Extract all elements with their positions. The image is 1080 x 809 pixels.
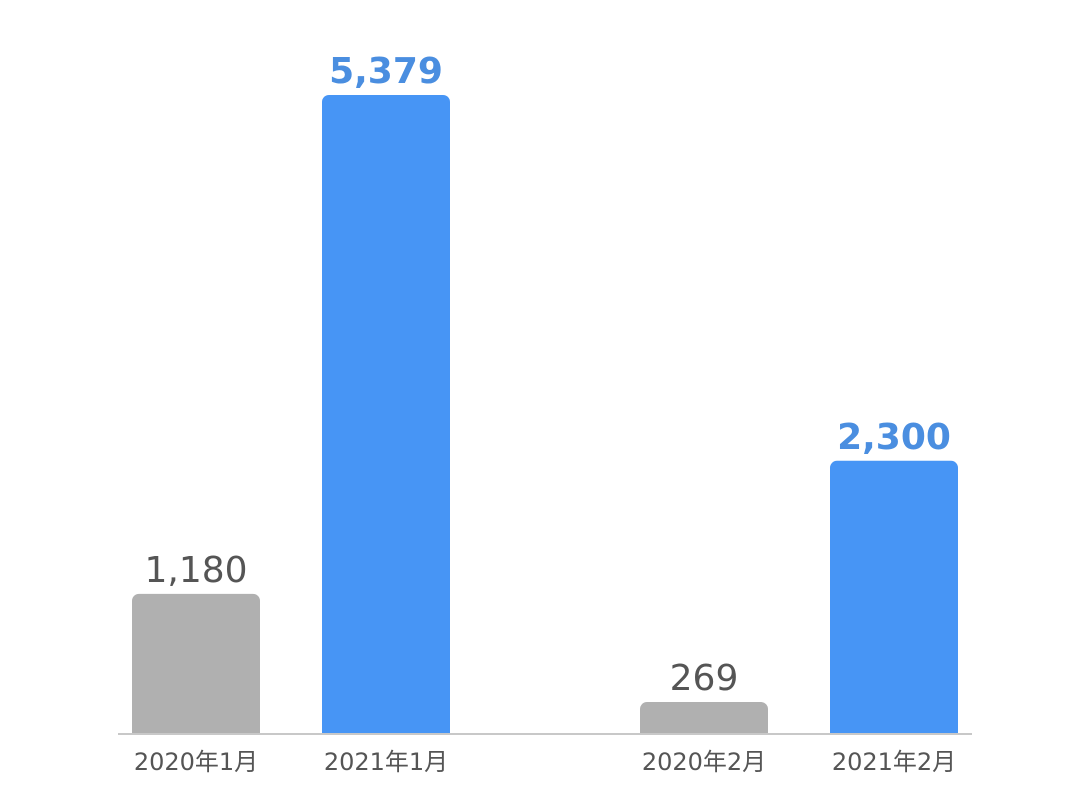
value-label-2021-feb: 2,300 [837, 417, 951, 458]
category-label-2021-jan: 2021年1月 [324, 748, 448, 776]
value-label-2021-jan: 5,379 [329, 51, 443, 92]
bar-2021-jan [322, 95, 450, 741]
category-label-2020-jan: 2020年1月 [134, 748, 258, 776]
value-label-2020-feb: 269 [670, 658, 739, 699]
category-label-2020-feb: 2020年2月 [642, 748, 766, 776]
bar-2020-jan [132, 593, 260, 741]
axis-mask [100, 735, 980, 747]
bar-2021-feb [830, 460, 958, 741]
value-label-2020-jan: 1,180 [144, 550, 247, 591]
category-label-2021-feb: 2021年2月 [832, 748, 956, 776]
bar-2020-feb [640, 702, 768, 741]
